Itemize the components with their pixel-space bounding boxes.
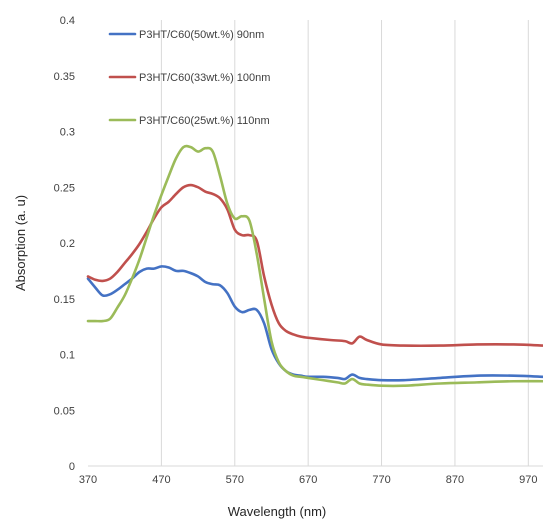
x-tick-label: 770 xyxy=(372,474,390,486)
x-tick-label: 970 xyxy=(519,474,537,486)
legend-label: P3HT/C60(33wt.%) 100nm xyxy=(139,72,270,84)
x-tick-labels: 370 470 570 670 770 870 970 xyxy=(79,474,538,486)
y-tick-label: 0.05 xyxy=(54,405,75,417)
y-tick-label: 0.3 xyxy=(60,127,75,139)
y-tick-labels: 0 0.05 0.1 0.15 0.2 0.25 0.3 0.35 0.4 xyxy=(54,15,75,473)
y-axis-title: Absorption (a. u) xyxy=(13,195,28,291)
y-tick-label: 0.25 xyxy=(54,182,75,194)
series-line-1 xyxy=(86,265,543,382)
x-tick-label: 570 xyxy=(226,474,244,486)
y-tick-label: 0.15 xyxy=(54,294,75,306)
x-tick-label: 670 xyxy=(299,474,317,486)
x-axis-title: Wavelength (nm) xyxy=(228,504,327,519)
series-line-3 xyxy=(86,144,543,388)
y-tick-label: 0 xyxy=(69,461,75,473)
x-tick-label: 370 xyxy=(79,474,97,486)
y-tick-label: 0.4 xyxy=(60,15,75,27)
data-series xyxy=(86,144,543,388)
legend-label: P3HT/C60(25wt.%) 110nm xyxy=(139,115,270,127)
legend-label: P3HT/C60(50wt.%) 90nm xyxy=(139,29,264,41)
x-tick-label: 470 xyxy=(152,474,170,486)
series-line-2 xyxy=(86,183,543,348)
y-tick-label: 0.2 xyxy=(60,238,75,250)
x-tick-label: 870 xyxy=(446,474,464,486)
gridlines xyxy=(160,20,529,466)
y-tick-label: 0.1 xyxy=(60,350,75,362)
legend: P3HT/C60(50wt.%) 90nm P3HT/C60(33wt.%) 10… xyxy=(108,29,270,127)
y-tick-label: 0.35 xyxy=(54,71,75,83)
